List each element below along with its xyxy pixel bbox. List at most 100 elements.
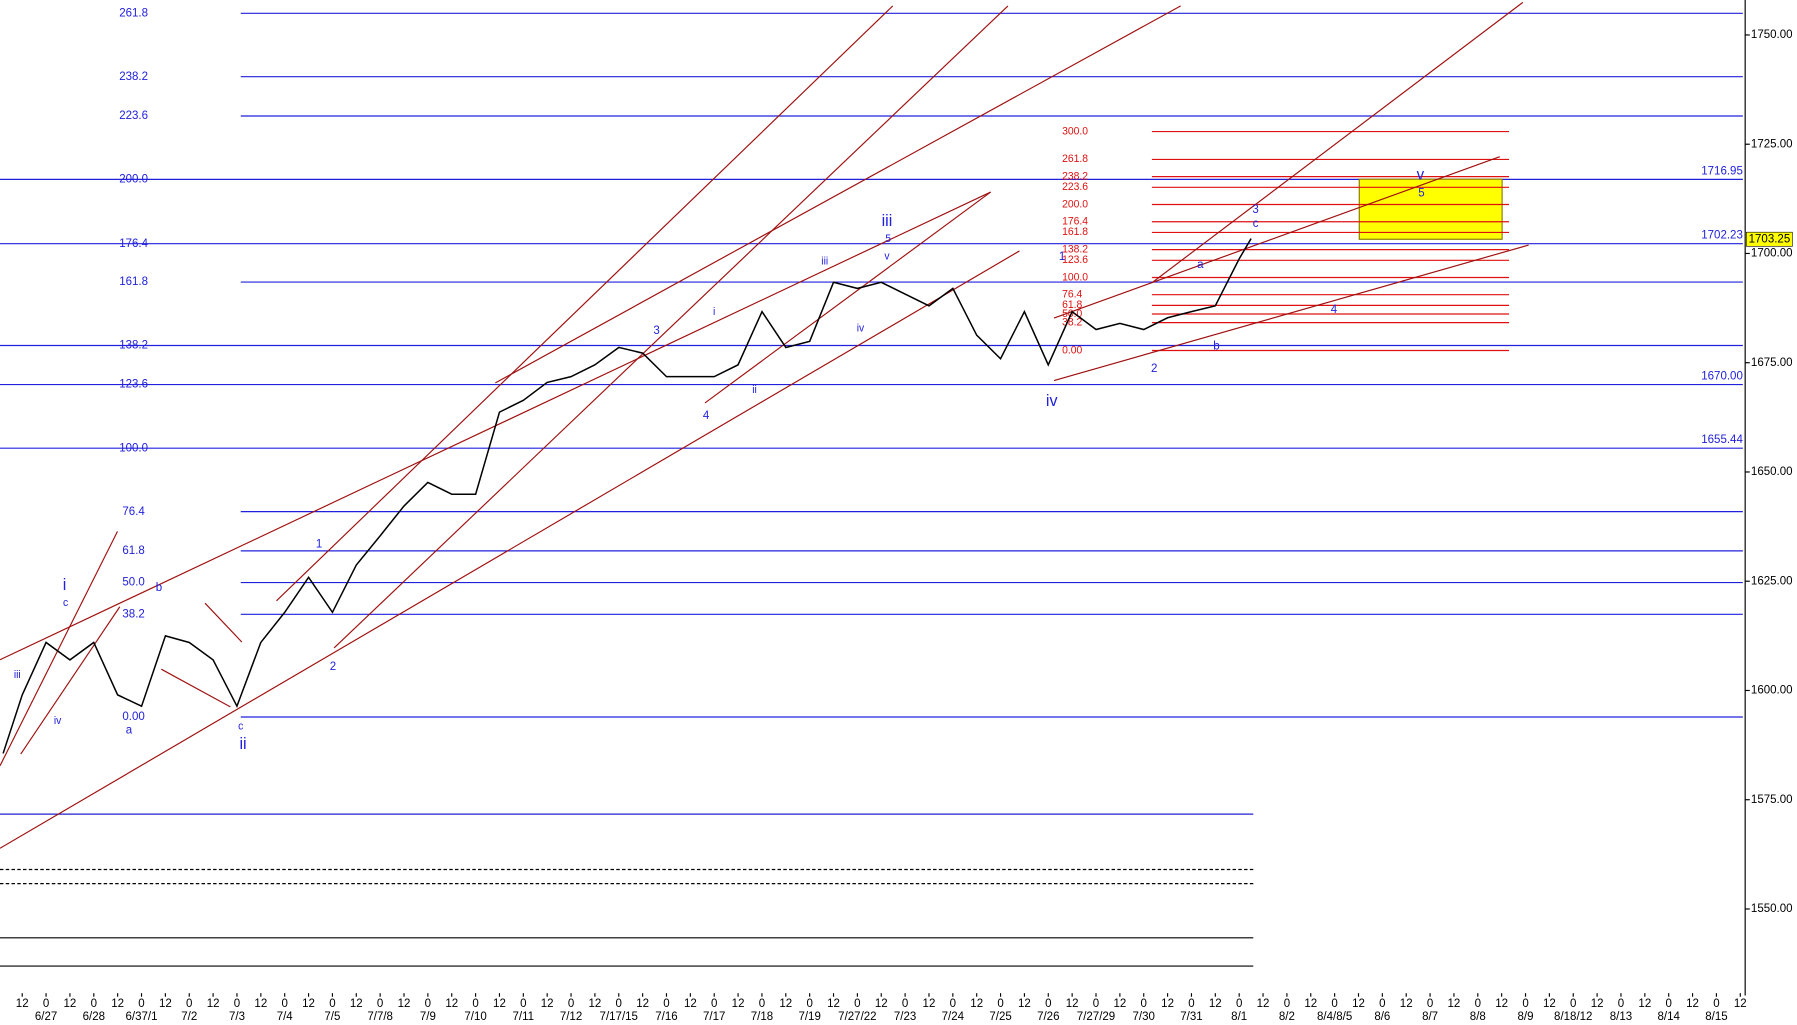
x-tick-label: 0 xyxy=(1570,997,1577,1010)
date-label: 7/7/8 xyxy=(367,1010,393,1023)
price-line xyxy=(2,238,1252,754)
trend-line xyxy=(0,531,119,767)
x-tick-label: 12 xyxy=(1304,997,1317,1010)
target-fib-label: 223.6 xyxy=(1062,182,1088,193)
target-fib-label: 261.8 xyxy=(1062,154,1088,165)
x-tick-label: 0 xyxy=(1093,997,1100,1010)
x-tick-label: 0 xyxy=(1045,997,1052,1010)
x-tick-label: 12 xyxy=(1018,997,1031,1010)
x-tick-label: 12 xyxy=(684,997,697,1010)
wave-label: iii xyxy=(882,212,893,230)
x-tick-label: 12 xyxy=(207,997,220,1010)
x-tick-label: 0 xyxy=(43,997,50,1010)
wave-label: v xyxy=(884,252,890,263)
x-tick-label: 0 xyxy=(1284,997,1291,1010)
target-fib-label: 238.2 xyxy=(1062,171,1088,182)
x-tick-label: 12 xyxy=(1209,997,1222,1010)
x-tick-label: 12 xyxy=(1352,997,1365,1010)
x-tick-label: 12 xyxy=(111,997,124,1010)
wave-label: b xyxy=(156,581,162,594)
date-label: 8/7 xyxy=(1422,1010,1438,1023)
fib-label: 261.8 xyxy=(119,6,148,19)
x-tick-label: 0 xyxy=(663,997,670,1010)
x-tick-label: 12 xyxy=(302,997,315,1010)
fib-price-label: 1670.00 xyxy=(1701,369,1743,382)
wave-label: c xyxy=(63,598,68,609)
trend-line xyxy=(495,5,1181,384)
wave-label: ii xyxy=(752,385,757,396)
x-tick-label: 12 xyxy=(1543,997,1556,1010)
x-tick-label: 12 xyxy=(398,997,411,1010)
wave-label: 2 xyxy=(1151,362,1157,375)
trend-line xyxy=(1053,156,1500,319)
x-tick-label: 0 xyxy=(854,997,861,1010)
date-label: 6/28 xyxy=(83,1010,105,1023)
target-fib-label: 161.8 xyxy=(1062,227,1088,238)
y-tick-label: 1575.00 xyxy=(1751,793,1793,806)
wave-label: a xyxy=(1197,258,1204,271)
date-label: 8/9 xyxy=(1518,1010,1534,1023)
wave-label: iv xyxy=(54,716,62,727)
x-tick-label: 12 xyxy=(875,997,888,1010)
target-fib-label: 300.0 xyxy=(1062,126,1088,137)
date-label: 7/19 xyxy=(798,1010,820,1023)
x-tick-label: 12 xyxy=(970,997,983,1010)
x-tick-label: 12 xyxy=(64,997,77,1010)
fib-label: 138.2 xyxy=(119,339,148,352)
y-tick-label: 1700.00 xyxy=(1751,246,1793,259)
x-tick-label: 12 xyxy=(254,997,267,1010)
date-label: 6/27 xyxy=(35,1010,57,1023)
x-tick-label: 12 xyxy=(350,997,363,1010)
wave-label: iii xyxy=(14,670,21,681)
date-label: 7/4 xyxy=(277,1010,294,1023)
date-label: 8/14 xyxy=(1657,1010,1680,1023)
trend-line xyxy=(1151,1,1524,284)
trend-line xyxy=(20,606,121,755)
target-fib-label: 100.0 xyxy=(1062,272,1088,283)
x-tick-label: 0 xyxy=(1522,997,1529,1010)
wave-label: 5 xyxy=(885,234,891,245)
date-label: 7/9 xyxy=(420,1010,436,1023)
x-tick-label: 0 xyxy=(568,997,575,1010)
x-tick-label: 12 xyxy=(1734,997,1747,1010)
x-tick-label: 0 xyxy=(950,997,957,1010)
wave-label: v xyxy=(1417,166,1425,183)
y-tick-label: 1750.00 xyxy=(1751,28,1793,41)
trend-line xyxy=(160,668,231,708)
target-fib-label: 200.0 xyxy=(1062,199,1088,210)
trend-line xyxy=(704,191,991,404)
wave-label: 4 xyxy=(703,409,710,422)
date-label: 7/27/29 xyxy=(1077,1010,1115,1023)
date-label: 7/10 xyxy=(464,1010,487,1023)
date-label: 7/30 xyxy=(1133,1010,1156,1023)
target-fib-label: 76.4 xyxy=(1062,289,1082,300)
date-label: 8/2 xyxy=(1279,1010,1295,1023)
date-label: 7/24 xyxy=(942,1010,965,1023)
x-tick-label: 0 xyxy=(1475,997,1482,1010)
fib-label: 100.0 xyxy=(119,441,148,454)
x-tick-label: 0 xyxy=(234,997,241,1010)
x-tick-label: 0 xyxy=(759,997,766,1010)
wave-label: 1 xyxy=(316,537,322,550)
target-fib-label: 50.0 xyxy=(1062,309,1082,320)
wave-label: 4 xyxy=(1331,303,1338,316)
wave-label: 2 xyxy=(330,660,336,673)
date-label: 7/23 xyxy=(894,1010,916,1023)
date-label: 7/18 xyxy=(751,1010,773,1023)
x-tick-label: 0 xyxy=(281,997,288,1010)
wave-label: c xyxy=(238,722,243,733)
date-label: 7/26 xyxy=(1037,1010,1059,1023)
x-tick-label: 12 xyxy=(1113,997,1126,1010)
fib-price-label: 1702.23 xyxy=(1701,228,1743,241)
x-tick-label: 12 xyxy=(732,997,745,1010)
date-label: 7/27/22 xyxy=(838,1010,876,1023)
fib-label: 161.8 xyxy=(119,275,148,288)
x-tick-label: 12 xyxy=(1257,997,1270,1010)
x-tick-label: 0 xyxy=(1427,997,1434,1010)
x-tick-label: 0 xyxy=(91,997,98,1010)
target-fib-label: 123.6 xyxy=(1062,255,1088,266)
x-tick-label: 12 xyxy=(541,997,554,1010)
y-tick-label: 1625.00 xyxy=(1751,574,1793,587)
target-fib-label: 138.2 xyxy=(1062,244,1088,255)
